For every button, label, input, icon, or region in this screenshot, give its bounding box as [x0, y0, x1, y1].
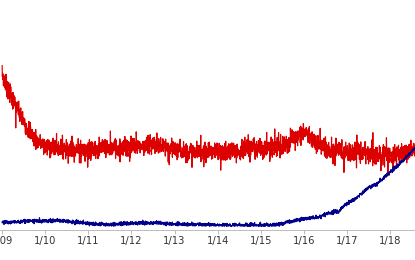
- Text: Dividend Yield of S&P 500 vs 3-Month US Treasury Yield (%): 2009 - 2018: Dividend Yield of S&P 500 vs 3-Month US …: [2, 15, 405, 25]
